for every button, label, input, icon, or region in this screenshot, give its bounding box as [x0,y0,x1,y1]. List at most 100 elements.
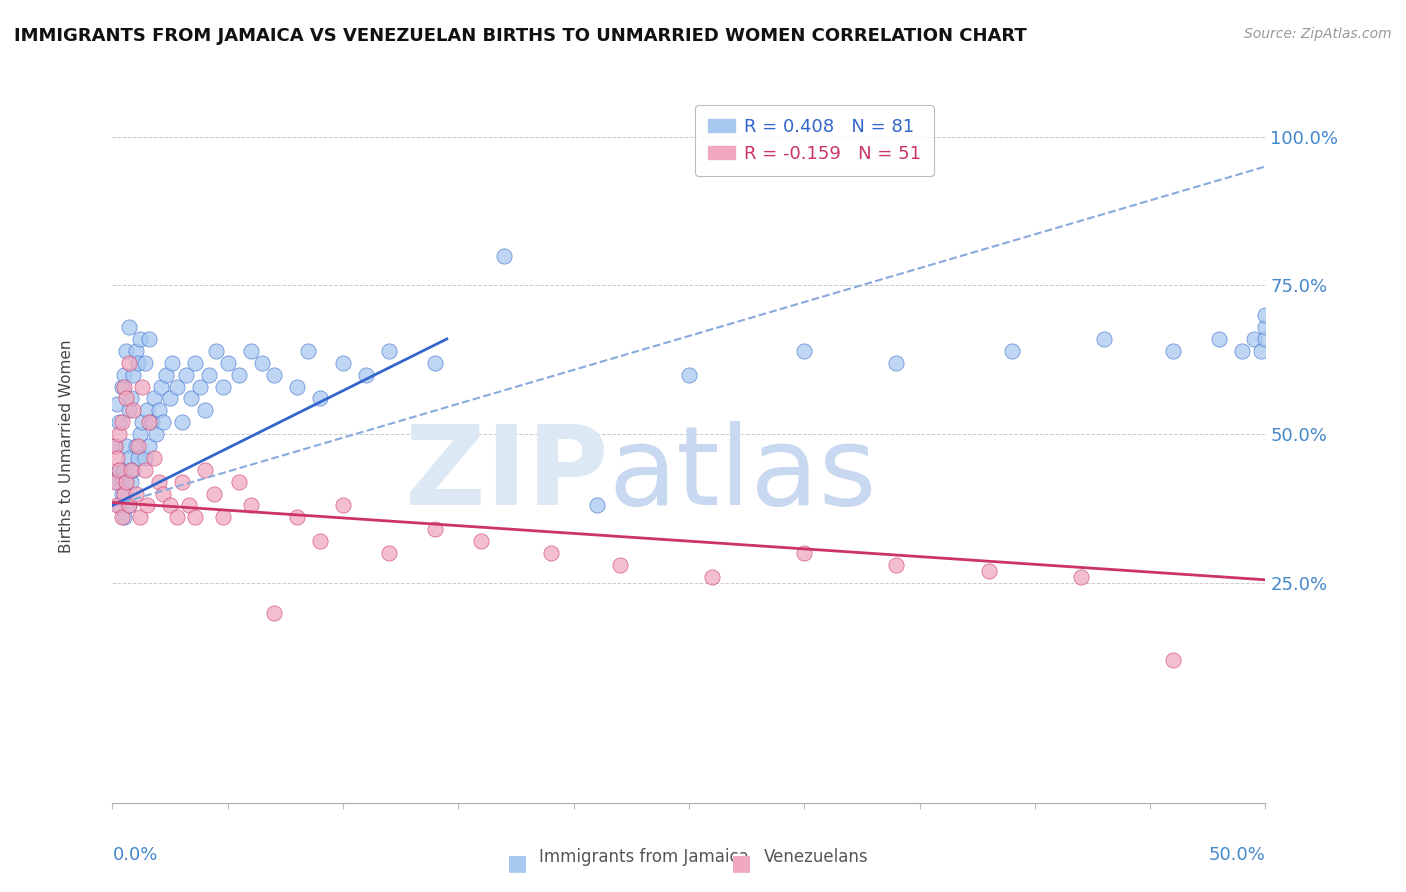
Point [166,379,188,393]
Point [170,415,193,429]
Point [117,499,139,513]
Point [115,475,138,489]
Point [177,499,200,513]
Point [122,403,145,417]
Point [470,534,492,549]
Point [111,510,134,524]
Point [212,379,235,393]
Point [425,522,447,536]
Point [108,463,131,477]
Text: ■: ■ [506,853,527,872]
Point [141,415,163,429]
Text: IMMIGRANTS FROM JAMAICA VS VENEZUELAN BIRTHS TO UNMARRIED WOMEN CORRELATION CHAR: IMMIGRANTS FROM JAMAICA VS VENEZUELAN BI… [14,27,1026,45]
Point [104,439,127,453]
Point [194,403,217,417]
Point [138,415,160,429]
Point [138,332,160,346]
Point [170,475,193,489]
Point [886,356,908,370]
Point [184,356,207,370]
Point [494,249,516,263]
Point [122,368,145,382]
Point [127,356,149,370]
Point [108,415,131,429]
Point [263,606,285,620]
Point [1254,320,1277,334]
Point [149,379,172,393]
Point [124,439,146,453]
Point [1254,332,1277,346]
Text: ■: ■ [731,853,752,872]
Point [111,415,134,429]
Point [202,486,225,500]
Point [115,475,138,489]
Point [105,499,128,513]
Point [1070,570,1092,584]
Point [115,439,138,453]
Point [188,379,211,393]
Point [263,368,285,382]
Point [194,463,217,477]
Point [609,558,631,572]
Point [309,392,332,406]
Point [205,343,228,358]
Point [217,356,239,370]
Point [129,332,152,346]
Text: 50.0%: 50.0% [1209,846,1265,863]
Point [793,343,815,358]
Point [112,463,135,477]
Point [134,450,156,465]
Point [115,343,138,358]
Point [111,379,134,393]
Point [152,415,174,429]
Point [309,534,332,549]
Point [1232,343,1254,358]
Point [540,546,562,560]
Point [354,368,377,382]
Point [378,546,401,560]
Point [120,392,142,406]
Point [115,392,138,406]
Point [134,356,156,370]
Point [228,368,250,382]
Point [678,368,700,382]
Point [124,486,146,500]
Point [148,403,170,417]
Point [143,450,166,465]
Point [378,343,401,358]
Point [1254,308,1277,322]
Point [886,558,908,572]
Point [108,499,131,513]
Text: Immigrants from Jamaica: Immigrants from Jamaica [538,847,749,866]
Point [117,403,139,417]
Point [148,475,170,489]
Point [166,510,188,524]
Point [228,475,250,489]
Point [145,427,167,442]
Point [198,368,221,382]
Point [162,356,184,370]
Text: Source: ZipAtlas.com: Source: ZipAtlas.com [1244,27,1392,41]
Point [1092,332,1115,346]
Point [112,368,135,382]
Point [585,499,607,513]
Point [120,475,142,489]
Point [1208,332,1230,346]
Point [180,392,202,406]
Point [239,499,262,513]
Point [184,510,207,524]
Point [285,510,308,524]
Point [134,463,156,477]
Point [131,415,153,429]
Point [112,379,135,393]
Point [108,427,131,442]
Point [1161,653,1184,667]
Point [252,356,274,370]
Point [112,486,135,500]
Point [108,463,131,477]
Point [332,499,354,513]
Point [143,392,166,406]
Point [297,343,319,358]
Point [104,475,127,489]
Point [174,368,197,382]
